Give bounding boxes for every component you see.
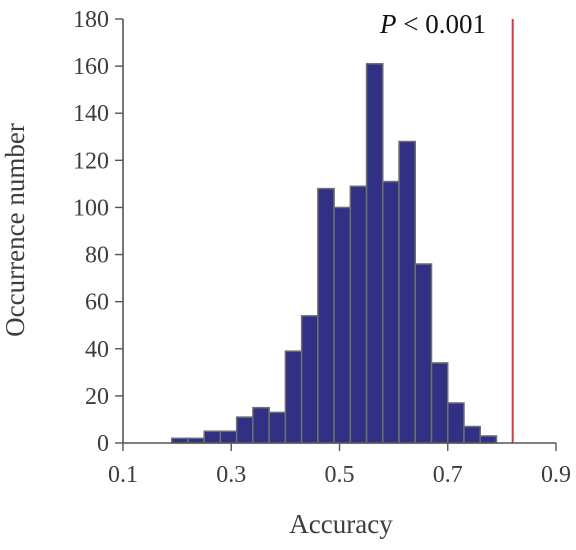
y-axis-tick-label-9: 160 xyxy=(73,54,109,80)
histogram-bar-8 xyxy=(284,350,303,444)
histogram-bar-4 xyxy=(219,430,238,444)
axes-layer: 0.1 0.3 0.5 0.7 0.9 0 20 40 60 80 100 120 140 160 180 xyxy=(73,7,571,488)
significance-annotation: P < 0.001 xyxy=(379,9,486,39)
y-axis-tick-label-6: 100 xyxy=(73,195,109,221)
y-axis-tick-label-10: 180 xyxy=(73,7,109,33)
bars-layer xyxy=(170,63,498,444)
x-axis-label: Accuracy xyxy=(289,509,393,539)
x-axis-tick-label-4: 0.7 xyxy=(433,462,463,488)
histogram-bar-10 xyxy=(317,187,335,444)
histogram-bar-18 xyxy=(447,402,465,444)
y-axis-tick-label-4: 60 xyxy=(85,290,109,316)
histogram-bar-16 xyxy=(414,263,433,444)
histogram-bar-3 xyxy=(203,430,222,444)
histogram-bar-7 xyxy=(268,411,287,444)
x-axis-tick-label-2: 0.3 xyxy=(216,462,246,488)
histogram-bar-9 xyxy=(300,315,319,444)
y-axis-tick-label-1: 0 xyxy=(97,431,109,457)
histogram-bar-19 xyxy=(463,425,481,444)
histogram-bar-15 xyxy=(398,140,417,444)
histogram-bar-5 xyxy=(235,416,254,444)
x-axis-tick-label-5: 0.9 xyxy=(541,462,571,488)
histogram-bar-6 xyxy=(252,406,270,444)
histogram-bar-17 xyxy=(430,362,449,444)
y-axis-tick-label-5: 80 xyxy=(85,243,109,269)
histogram-bar-12 xyxy=(349,185,368,444)
x-axis-tick-label-1: 0.1 xyxy=(108,462,138,488)
y-axis-tick-label-7: 120 xyxy=(73,148,109,174)
histogram-bar-14 xyxy=(382,180,400,444)
histogram-bar-13 xyxy=(365,63,384,444)
y-axis-tick-label-3: 40 xyxy=(85,337,109,363)
histogram-bar-11 xyxy=(333,206,352,444)
histogram-bar-20 xyxy=(479,435,498,444)
y-axis-tick-label-8: 140 xyxy=(73,101,109,127)
annotation-value: < 0.001 xyxy=(397,9,486,39)
y-axis-tick-label-2: 20 xyxy=(85,384,109,410)
x-axis-tick-label-3: 0.5 xyxy=(325,462,355,488)
annotation-p: P xyxy=(379,9,397,39)
y-axis-label: Occurrence number xyxy=(0,123,30,337)
